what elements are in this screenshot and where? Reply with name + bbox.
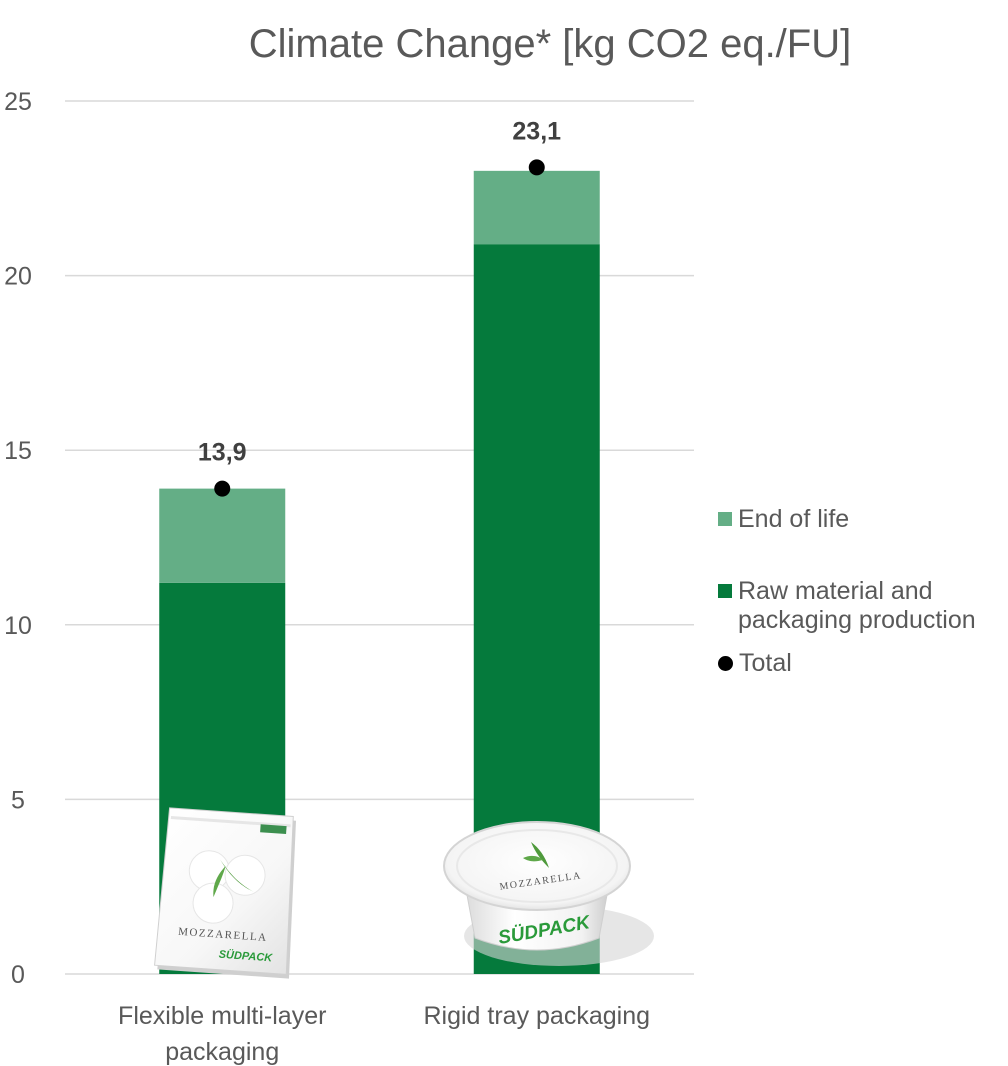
legend-marker-total [718,656,733,671]
y-tick-label: 5 [11,786,25,814]
bar-segment-end-of-life [159,488,286,583]
legend-raw-material: Raw material and packaging production [718,577,976,635]
total-marker [214,480,231,497]
total-marker [528,159,545,176]
legend-end-of-life: End of life [718,505,849,534]
x-tick-label: Rigid tray packaging [423,1002,650,1030]
y-tick-label: 10 [4,612,32,640]
legend-swatch-raw-material [718,584,732,598]
rigid-tray-image: MOZZARELLA SÜDPACK [443,821,654,966]
legend-label-raw-material-line2: packaging production [738,606,976,634]
legend-label-end-of-life: End of life [738,505,850,533]
flexible-pouch-image: MOZZARELLA SÜDPACK [154,807,297,979]
y-tick-label: 15 [4,437,32,465]
bar-segment-end-of-life [473,170,600,245]
legend-total: Total [718,649,792,678]
total-data-label: 13,9 [198,439,247,467]
legend-label-total: Total [739,649,792,677]
y-tick-label: 25 [4,88,32,116]
y-tick-label: 20 [4,263,32,291]
chart-title: Climate Change* [kg CO2 eq./FU] [248,22,852,66]
x-tick-label: Flexible multi-layer packaging [118,1002,326,1066]
pouch-brand: SÜDPACK [218,948,273,965]
legend-label-raw-material: Raw material and packaging production [738,577,976,635]
legend-swatch-end-of-life [718,512,732,526]
total-data-label: 23,1 [512,117,561,145]
legend-label-raw-material-line1: Raw material and [738,577,933,605]
y-tick-label: 0 [11,961,25,989]
